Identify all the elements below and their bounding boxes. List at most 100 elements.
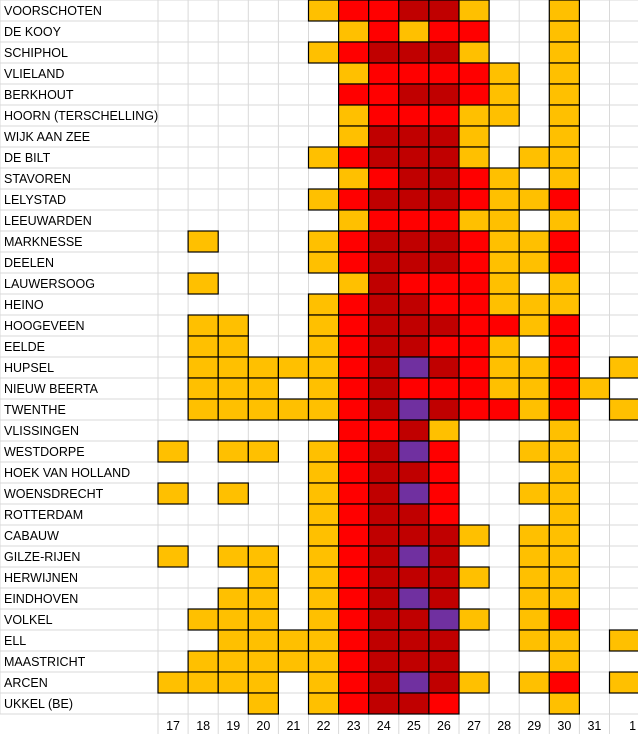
heatmap-cell [338, 0, 370, 22]
heatmap-cell [548, 62, 580, 85]
heatmap-cell [398, 167, 430, 190]
x-tick-label: 27 [467, 719, 481, 733]
heatmap-cell [217, 650, 249, 673]
station-label: NIEUW BEERTA [4, 382, 99, 396]
heatmap-cell [157, 671, 189, 694]
station-label: MAASTRICHT [4, 655, 86, 669]
heatmap-cell [548, 125, 580, 148]
heatmap-cell [458, 377, 490, 400]
heatmap-cell [548, 0, 580, 22]
heatmap-cell [338, 377, 370, 400]
station-label: ELL [4, 634, 26, 648]
heatmap-cell [368, 314, 400, 337]
heatmap-cell [398, 41, 430, 64]
heatmap-cell [247, 545, 280, 568]
x-tick-label: 25 [407, 719, 421, 733]
x-tick-label: 1 [629, 719, 636, 733]
station-label: UKKEL (BE) [4, 697, 73, 711]
heatmap-cell [608, 398, 638, 421]
heatmap-cell [398, 692, 430, 715]
heatmap-cell [608, 671, 638, 694]
heatmap-cell [428, 188, 460, 211]
heatmap-cell [458, 356, 490, 379]
heatmap-cell [368, 230, 400, 253]
heatmap-cell [488, 209, 520, 232]
heatmap-cell [428, 209, 460, 232]
heatmap-cell [368, 482, 400, 505]
heatmap-cell [458, 167, 490, 190]
heatmap-cell [518, 251, 550, 274]
station-label: STAVOREN [4, 172, 71, 186]
heatmap-cell [307, 0, 340, 22]
heatmap-cell [518, 314, 550, 337]
heatmap-cell [307, 503, 340, 526]
heatmap-cell [277, 650, 310, 673]
heatmap-cell [398, 251, 430, 274]
heatmap-cell [428, 125, 460, 148]
heatmap-cell [398, 650, 430, 673]
heatmap-cell [398, 335, 430, 358]
station-label: EINDHOVEN [4, 592, 78, 606]
heatmap-cell [368, 20, 400, 43]
heatmap-cell [488, 377, 520, 400]
heatmap-cell [458, 524, 490, 547]
heatmap-cell [368, 41, 400, 64]
heatmap-cell [277, 629, 310, 652]
heatmap-cell [247, 692, 280, 715]
heatmap-cell [338, 545, 370, 568]
heatmap-cell [398, 461, 430, 484]
x-tick-label: 22 [317, 719, 331, 733]
heatmap-cell [247, 587, 280, 610]
heatmap-cell [307, 650, 340, 673]
station-label: HOEK VAN HOLLAND [4, 466, 130, 480]
heatmap-cell [428, 524, 460, 547]
heatmap-cell [488, 398, 520, 421]
heatmap-cell [428, 104, 460, 127]
heatmap-cell [368, 335, 400, 358]
heatmap-cell [307, 671, 340, 694]
heatmap-cell [518, 566, 550, 589]
heatmap-cell [338, 482, 370, 505]
heatmap-cell [307, 566, 340, 589]
heatmap-cell [398, 188, 430, 211]
heatmap-cell [307, 524, 340, 547]
heatmap-cell [368, 83, 400, 106]
heatmap-cell [307, 335, 340, 358]
heatmap-cell [187, 335, 219, 358]
heatmap-cell [217, 377, 249, 400]
heatmap-cell [428, 629, 460, 652]
heatmap-cell [187, 356, 219, 379]
heatmap-cell [518, 293, 550, 316]
heatmap-cell [458, 146, 490, 169]
heatmap-cell [548, 461, 580, 484]
heatmap-cell [368, 356, 400, 379]
heatmap-cell [548, 503, 580, 526]
x-tick-label: 19 [226, 719, 240, 733]
heatmap-cell [368, 272, 400, 295]
heatmap-cell [307, 41, 340, 64]
heatmap-cell [548, 167, 580, 190]
heatmap-cell [518, 524, 550, 547]
heatmap-cell [368, 0, 400, 22]
heatmap-cell [368, 209, 400, 232]
heatmap-cell [217, 482, 249, 505]
heatmap-cell [338, 524, 370, 547]
station-label: EELDE [4, 340, 45, 354]
heatmap-cell [518, 377, 550, 400]
heatmap-cell [458, 188, 490, 211]
heatmap-cell [398, 566, 430, 589]
heatmap-cell [488, 356, 520, 379]
heatmap-cell [247, 629, 280, 652]
heatmap-cell [548, 83, 580, 106]
heatmap-cell [458, 104, 490, 127]
x-tick-label: 17 [166, 719, 180, 733]
heatmap-cell [398, 62, 430, 85]
heatmap-cell [338, 293, 370, 316]
heatmap-cell [548, 335, 580, 358]
heatmap-cell [398, 671, 430, 694]
heatmap-cell [217, 440, 249, 463]
heatmap-cell [458, 566, 490, 589]
heatmap-cell [217, 629, 249, 652]
heatmap-cell [368, 545, 400, 568]
